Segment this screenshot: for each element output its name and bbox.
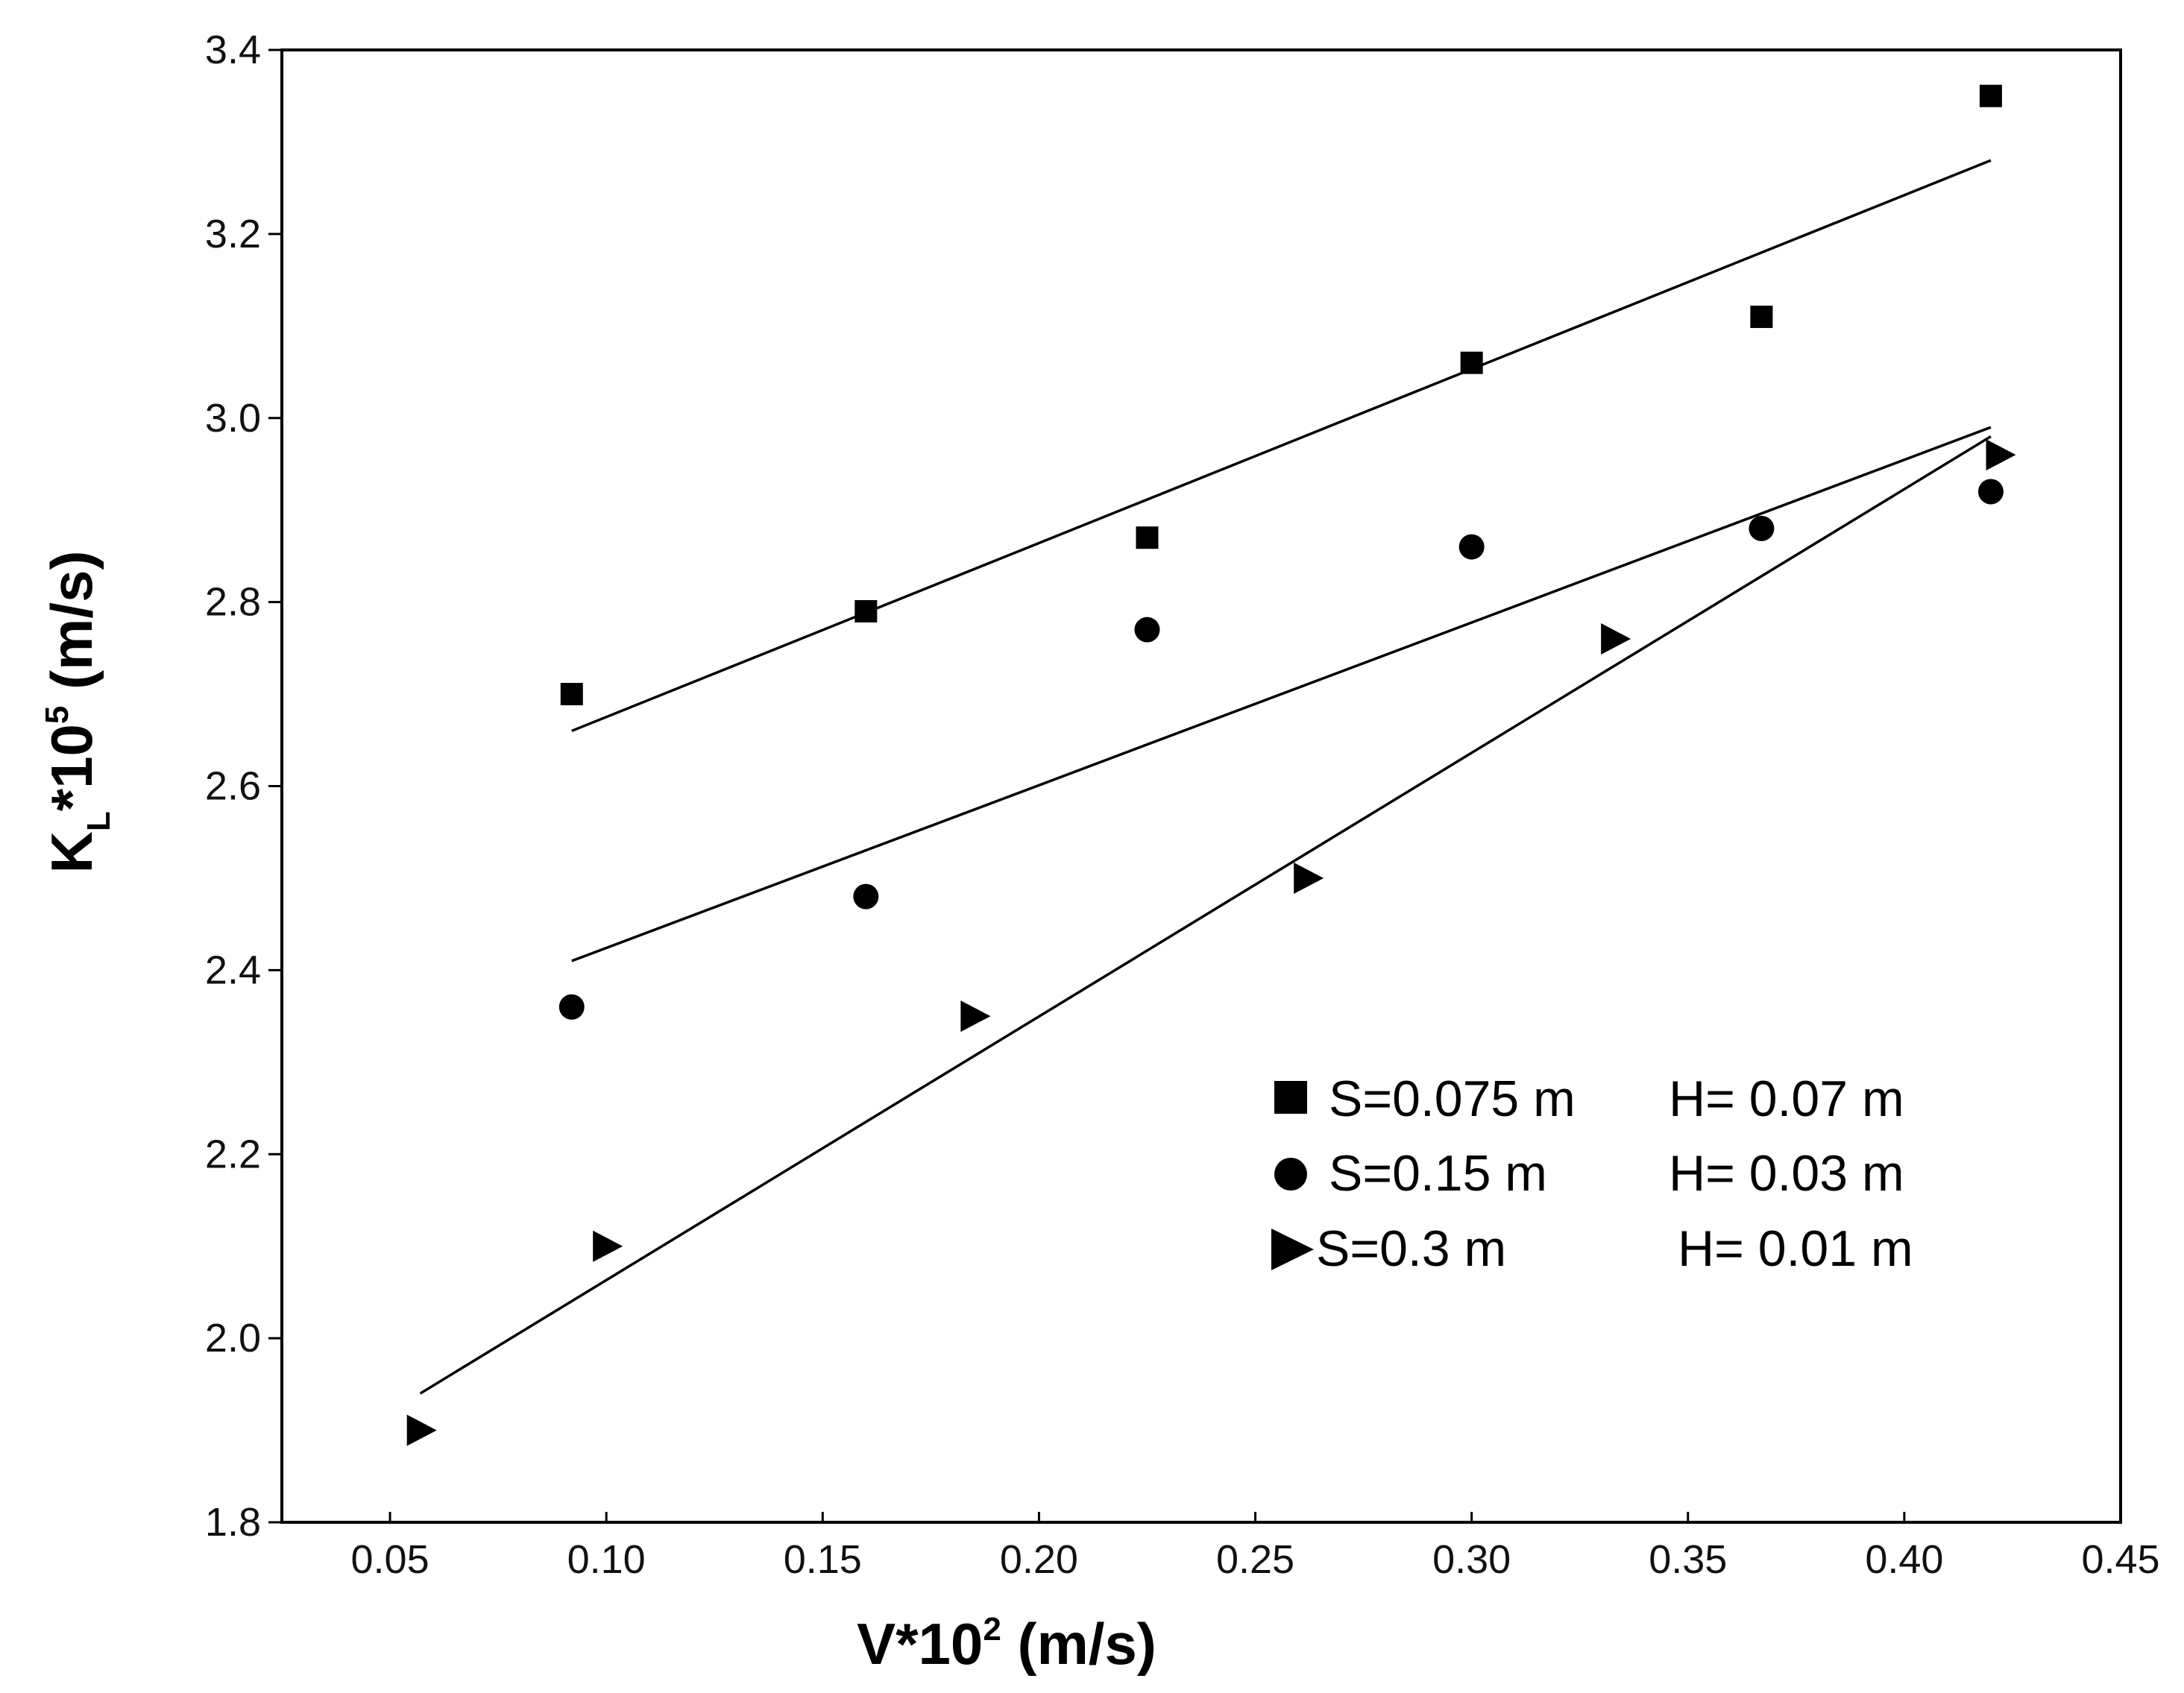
data-point-circle	[558, 994, 585, 1020]
y-tick-label: 1.8	[205, 1500, 261, 1545]
y-tick-label: 3.2	[205, 212, 261, 256]
y-tick-label: 3.0	[205, 396, 261, 441]
data-point-square	[1750, 305, 1773, 328]
y-tick-label: 2.4	[205, 948, 261, 992]
data-point-square	[1136, 526, 1159, 549]
legend: S=0.075 m H= 0.07 m S=0.15 m H= 0.03 m S…	[1271, 1071, 1913, 1277]
data-point-triangle-right	[1986, 439, 2016, 471]
data-points	[406, 84, 2016, 1446]
y-tick-label: 2.8	[205, 580, 261, 625]
data-point-triangle-right	[1601, 623, 1631, 655]
y-tick-label: 2.2	[205, 1132, 261, 1176]
x-tick-label: 0.25	[1216, 1537, 1294, 1582]
fit-line-triangle-right	[419, 435, 1992, 1395]
data-point-circle	[1134, 617, 1160, 643]
data-point-triangle-right	[593, 1230, 623, 1262]
x-tick-label: 0.05	[351, 1537, 429, 1582]
x-tick-label: 0.35	[1649, 1537, 1727, 1582]
legend-circle-marker	[1274, 1158, 1307, 1191]
data-point-circle	[1977, 479, 2004, 505]
legend-label-h-007: H= 0.07 m	[1669, 1071, 1904, 1127]
legend-label-h-003: H= 0.03 m	[1669, 1145, 1904, 1202]
fit-lines	[419, 159, 1992, 1395]
legend-item-triangle: S=0.3 m H= 0.01 m	[1271, 1220, 1913, 1277]
data-point-triangle-right	[960, 1000, 991, 1032]
data-point-square	[1979, 84, 2002, 107]
data-point-circle	[853, 883, 879, 909]
y-axis: 1.8 2.0 2.2 2.4 2.6 2.8 3.0 3.2 3.4	[205, 28, 282, 1545]
legend-label-s-0075: S=0.075 m	[1329, 1071, 1576, 1127]
legend-item-square: S=0.075 m H= 0.07 m	[1274, 1071, 1904, 1127]
x-axis-title: V*102 (m/s)	[857, 1611, 1156, 1677]
plot-frame	[280, 48, 2122, 1524]
x-tick-label: 0.10	[567, 1537, 646, 1582]
fit-line-square	[571, 159, 1992, 733]
legend-square-marker	[1274, 1081, 1307, 1114]
data-point-circle	[1458, 534, 1485, 560]
data-point-square	[855, 599, 878, 622]
legend-item-circle: S=0.15 m H= 0.03 m	[1274, 1145, 1904, 1202]
x-tick-label: 0.40	[1865, 1537, 1943, 1582]
legend-label-s-03: S=0.3 m	[1316, 1220, 1506, 1277]
data-point-circle	[1749, 515, 1775, 541]
fit-line-circle	[571, 426, 1992, 962]
x-tick-label: 0.20	[1000, 1537, 1078, 1582]
legend-label-h-001: H= 0.01 m	[1678, 1220, 1913, 1277]
data-point-square	[1460, 351, 1483, 374]
data-point-triangle-right	[406, 1414, 437, 1446]
y-tick-label: 2.6	[205, 764, 261, 809]
x-tick-label: 0.30	[1432, 1537, 1511, 1582]
y-tick-label: 3.4	[205, 28, 261, 72]
x-axis: 0.05 0.10 0.15 0.20 0.25 0.30 0.35 0.40 0.45	[351, 1512, 2160, 1582]
x-tick-label: 0.45	[2081, 1537, 2159, 1582]
y-axis-title: KL*105 (m/s)	[39, 551, 117, 874]
legend-triangle-marker	[1271, 1229, 1314, 1270]
data-point-square	[560, 683, 583, 706]
legend-label-s-015: S=0.15 m	[1329, 1145, 1547, 1202]
data-point-triangle-right	[1294, 862, 1324, 894]
y-tick-label: 2.0	[205, 1316, 261, 1361]
x-tick-label: 0.15	[784, 1537, 862, 1582]
